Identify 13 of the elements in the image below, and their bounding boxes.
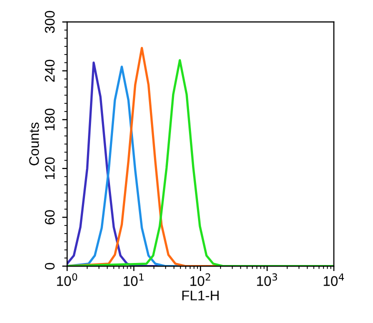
y-tick-label: 240 [44,60,55,82]
y-tick-label: 120 [44,157,55,180]
y-tick-label: 0 [44,262,55,270]
y-tick-label: 180 [44,108,55,130]
y-tick-label: 300 [44,10,55,34]
x-tick-label: 10$^{3}$ [257,273,278,286]
x-tick-label: 10$^{2}$ [190,273,210,286]
x-tick-label: 10$^{1}$ [124,273,144,286]
x-axis-title: FL1-H [182,290,219,300]
y-axis-title: Counts [29,122,39,166]
x-tick-label: 10$^{4}$ [324,273,344,286]
x-tick-label: 10$^{0}$ [57,273,78,286]
y-tick-label: 60 [44,210,55,224]
